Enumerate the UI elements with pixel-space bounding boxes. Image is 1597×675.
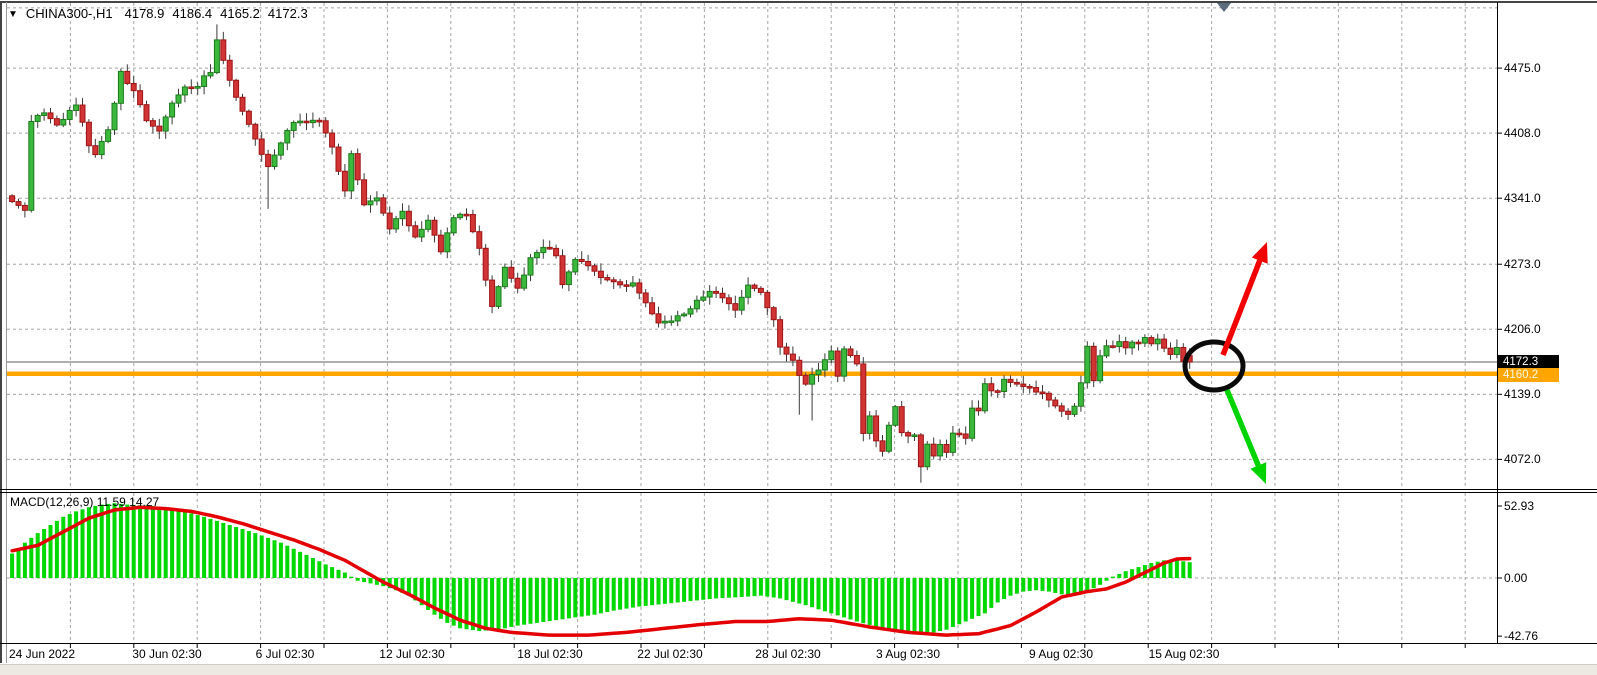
macd-axis-tick-label: 52.93 [1504, 499, 1535, 513]
price-axis-tick-label: 4408.0 [1504, 126, 1541, 141]
macd-signal-line [10, 505, 1192, 637]
time-axis-tick-label: 6 Jul 02:30 [255, 647, 315, 661]
ohlc-high: 4186.4 [172, 6, 213, 21]
ohlc-open: 4178.9 [124, 6, 165, 21]
ohlc-low: 4165.2 [220, 6, 260, 21]
hline-price-tag: 4160.2 [1498, 367, 1559, 382]
current-price-tag: 4172.3 [1498, 355, 1559, 369]
bullish-arrow-annotation[interactable] [1220, 242, 1268, 356]
macd-layer [10, 503, 1192, 637]
time-axis-tick-label: 15 Aug 02:30 [1148, 647, 1220, 661]
candles-layer [9, 24, 1193, 483]
price-axis-tick-label: 4139.0 [1504, 387, 1541, 402]
ohlc-close: 4172.3 [267, 6, 308, 21]
macd-axis-tick-label: -42.76 [1504, 629, 1539, 644]
gridlines [7, 3, 1497, 643]
price-axis-tick-label: 4475.0 [1504, 61, 1541, 76]
price-axis-tick-label: 4206.0 [1504, 322, 1541, 337]
price-axis-tick-label: 4072.0 [1504, 452, 1541, 467]
time-axis-tick-label: 24 Jun 2022 [8, 647, 76, 661]
macd-indicator-label: MACD(12,26,9) 11.59 14.27 [10, 495, 160, 509]
time-axis-tick-label: 28 Jul 02:30 [755, 647, 821, 661]
time-axis-tick-label: 30 Jun 02:30 [132, 647, 202, 661]
price-axis-tick-label: 4273.0 [1504, 257, 1541, 272]
time-axis-tick-label: 22 Jul 02:30 [637, 647, 703, 661]
bearish-arrow-annotation[interactable] [1224, 388, 1267, 484]
symbol-dropdown-icon[interactable]: ▼ [8, 9, 18, 20]
bottom-strip [0, 664, 1597, 675]
chart-title: ▼ CHINA300-,H1 4178.9 4186.4 4165.2 4172.3 [8, 6, 316, 21]
highlight-circle-annotation[interactable] [1182, 339, 1246, 393]
time-axis-tick-label: 9 Aug 02:30 [1028, 647, 1094, 661]
price-axis-tick-label: 4341.0 [1504, 191, 1541, 206]
time-axis-tick-label: 12 Jul 02:30 [379, 647, 445, 661]
macd-axis-tick-label: 0.00 [1504, 571, 1528, 585]
time-axis-tick-label: 18 Jul 02:30 [517, 647, 583, 661]
symbol-period-label: CHINA300-,H1 [25, 6, 113, 21]
time-axis-tick-label: 3 Aug 02:30 [875, 647, 941, 661]
shift-marker-icon [1217, 3, 1231, 12]
